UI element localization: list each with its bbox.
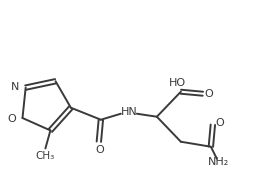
Text: N: N [11, 82, 20, 92]
Text: HO: HO [169, 78, 186, 88]
Text: O: O [95, 145, 104, 155]
Text: HN: HN [120, 107, 137, 117]
Text: O: O [8, 114, 17, 124]
Text: O: O [215, 118, 224, 128]
Text: NH₂: NH₂ [208, 157, 230, 167]
Text: CH₃: CH₃ [36, 152, 55, 162]
Text: O: O [205, 89, 213, 99]
